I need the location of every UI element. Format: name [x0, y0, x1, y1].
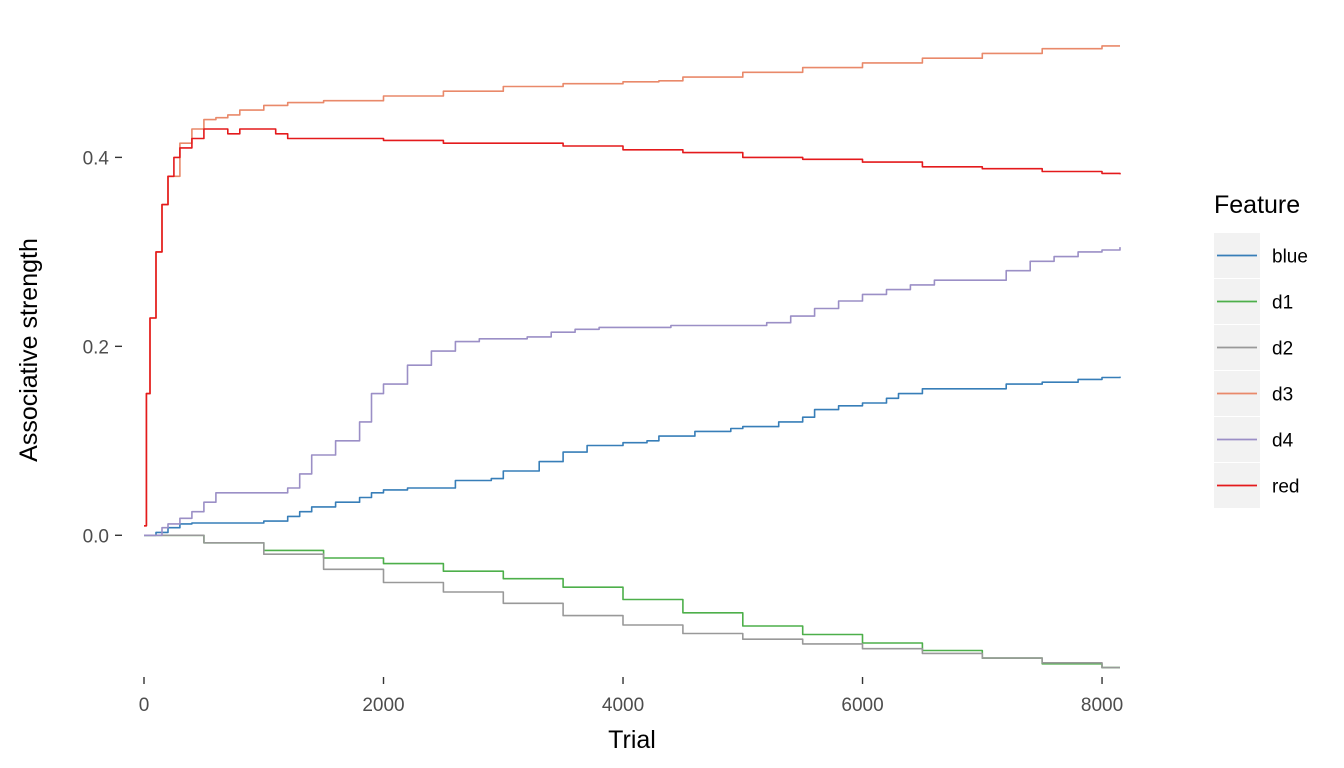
- legend: Feature blue d1 d2 d3 d4 red: [1214, 191, 1308, 508]
- plot-area: [144, 45, 1121, 669]
- series-line-d4: [144, 247, 1121, 537]
- legend-label: d2: [1272, 339, 1293, 360]
- legend-label: d1: [1272, 293, 1293, 314]
- legend-label: d3: [1272, 385, 1293, 406]
- x-tick-label: 0: [139, 695, 150, 716]
- x-tick-label: 6000: [841, 695, 883, 716]
- x-tick-label: 4000: [602, 695, 644, 716]
- series-line-blue: [144, 376, 1121, 537]
- series-line-red: [144, 128, 1121, 527]
- x-axis-title: Trial: [608, 726, 656, 754]
- legend-label: d4: [1272, 431, 1294, 452]
- y-axis: 0.0 0.2 0.4: [83, 148, 122, 547]
- y-tick-label: 0.0: [83, 526, 109, 547]
- legend-item-blue: blue: [1214, 233, 1308, 278]
- legend-item-d4: d4: [1214, 417, 1294, 462]
- y-tick-label: 0.4: [83, 148, 110, 169]
- series-line-d3: [144, 45, 1120, 527]
- series-layer: [144, 45, 1121, 669]
- y-tick-label: 0.2: [83, 337, 109, 358]
- x-axis: 0 2000 4000 6000 8000: [139, 677, 1123, 716]
- series-line-d2: [144, 534, 1120, 669]
- series-line-d1: [144, 534, 1120, 669]
- x-tick-label: 2000: [362, 695, 404, 716]
- legend-title: Feature: [1214, 191, 1300, 219]
- legend-item-red: red: [1214, 463, 1299, 508]
- y-axis-title: Associative strength: [15, 238, 43, 462]
- legend-item-d3: d3: [1214, 371, 1293, 416]
- x-tick-label: 8000: [1081, 695, 1123, 716]
- legend-label: blue: [1272, 247, 1308, 268]
- legend-item-d2: d2: [1214, 325, 1293, 370]
- legend-item-d1: d1: [1214, 279, 1293, 324]
- legend-label: red: [1272, 477, 1299, 498]
